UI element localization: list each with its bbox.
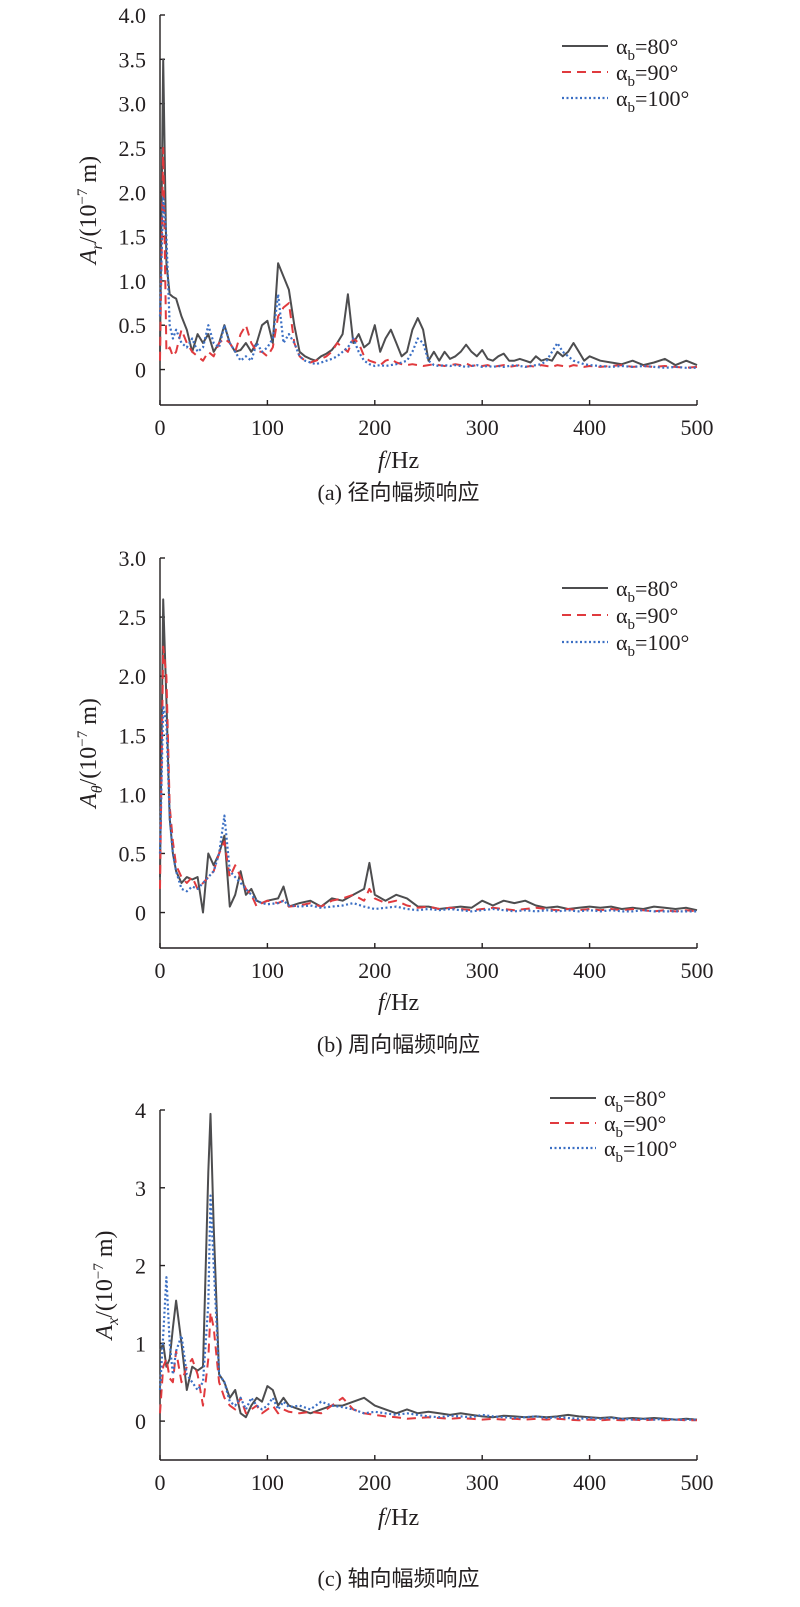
x-axis-label: f/Hz bbox=[378, 1505, 419, 1531]
x-tick-label: 100 bbox=[251, 1470, 284, 1495]
x-tick-label: 100 bbox=[251, 415, 284, 440]
y-tick-label: 1.0 bbox=[119, 782, 147, 807]
x-tick-label: 100 bbox=[251, 958, 284, 983]
legend-label-2: αb=100° bbox=[616, 86, 689, 116]
series-line-1 bbox=[159, 1311, 697, 1422]
chart-panel-b: 0 0.5 1.0 1.5 2.0 2.5 3.0 0 100 200 300 400 500 αb=80… bbox=[75, 546, 714, 1057]
x-tick-label: 0 bbox=[155, 1470, 166, 1495]
x-axis-label: f/Hz bbox=[378, 990, 419, 1016]
x-tick-label: 300 bbox=[466, 415, 499, 440]
series-line-0 bbox=[159, 598, 698, 914]
legend-label-0: αb=80° bbox=[604, 1086, 666, 1116]
y-tick-label: 3.5 bbox=[119, 47, 147, 72]
y-tick-label: 3 bbox=[135, 1176, 146, 1201]
x-tick-label: 300 bbox=[466, 1470, 499, 1495]
y-axis-label: Ax/(10−7 m) bbox=[91, 1230, 122, 1341]
y-tick-label: 2.0 bbox=[119, 180, 147, 205]
y-tick-label: 3.0 bbox=[119, 92, 147, 117]
chart-caption: (a) 径向幅频响应 bbox=[318, 480, 480, 505]
series-line-2 bbox=[158, 1194, 697, 1421]
x-tick-label: 200 bbox=[358, 1470, 391, 1495]
y-tick-label: 4 bbox=[135, 1098, 146, 1123]
x-tick-label: 500 bbox=[681, 415, 714, 440]
y-tick-label: 1.5 bbox=[119, 723, 147, 748]
y-tick-label: 3.0 bbox=[119, 546, 147, 571]
x-tick-label: 200 bbox=[358, 958, 391, 983]
y-tick-label: 2 bbox=[135, 1254, 146, 1279]
x-tick-label: 400 bbox=[573, 1470, 606, 1495]
y-tick-label: 0 bbox=[135, 1409, 146, 1434]
series-line-2 bbox=[158, 195, 697, 369]
y-tick-label: 0 bbox=[135, 358, 146, 383]
series-line-1 bbox=[159, 147, 698, 369]
x-tick-label: 500 bbox=[681, 1470, 714, 1495]
legend-label-2: αb=100° bbox=[616, 630, 689, 660]
y-tick-label: 0.5 bbox=[119, 313, 147, 338]
y-tick-label: 2.5 bbox=[119, 136, 147, 161]
legend-label-0: αb=80° bbox=[616, 576, 678, 606]
chart-caption: (c) 轴向幅频响应 bbox=[318, 1566, 480, 1591]
x-tick-label: 500 bbox=[681, 958, 714, 983]
y-tick-label: 4.0 bbox=[119, 3, 147, 28]
legend-label-2: αb=100° bbox=[604, 1136, 677, 1166]
legend-label-1: αb=90° bbox=[616, 603, 678, 633]
y-tick-label: 0.5 bbox=[119, 841, 147, 866]
x-axis-label: f/Hz bbox=[378, 448, 419, 474]
x-tick-label: 400 bbox=[573, 415, 606, 440]
y-axis-label: Aθ/(10−7 m) bbox=[75, 698, 106, 810]
x-tick-label: 0 bbox=[155, 958, 166, 983]
legend-label-0: αb=80° bbox=[616, 34, 678, 64]
x-tick-label: 400 bbox=[573, 958, 606, 983]
chart-caption: (b) 周向幅频响应 bbox=[317, 1032, 480, 1057]
y-tick-label: 0 bbox=[135, 901, 146, 926]
x-tick-label: 200 bbox=[358, 415, 391, 440]
chart-panel-c: 0 1 2 3 4 0 100 200 300 400 500 αb=80°αb=90°αb=100°… bbox=[91, 1086, 714, 1591]
legend-label-1: αb=90° bbox=[616, 60, 678, 90]
y-tick-label: 1 bbox=[135, 1331, 146, 1356]
legend-label-1: αb=90° bbox=[604, 1111, 666, 1141]
y-axis-label: Ar/(10−7 m) bbox=[75, 156, 106, 266]
series-line-2 bbox=[158, 704, 697, 913]
x-tick-label: 0 bbox=[155, 415, 166, 440]
y-tick-label: 1.5 bbox=[119, 225, 147, 250]
series-line-0 bbox=[159, 1112, 698, 1421]
y-tick-label: 2.0 bbox=[119, 664, 147, 689]
x-tick-label: 300 bbox=[466, 958, 499, 983]
chart-panel-a: 0 0.5 1.0 1.5 2.0 2.5 3.0 3.5 4.0 0 100 200 300 400 50… bbox=[75, 3, 714, 505]
y-tick-label: 2.5 bbox=[119, 605, 147, 630]
y-tick-label: 1.0 bbox=[119, 269, 147, 294]
